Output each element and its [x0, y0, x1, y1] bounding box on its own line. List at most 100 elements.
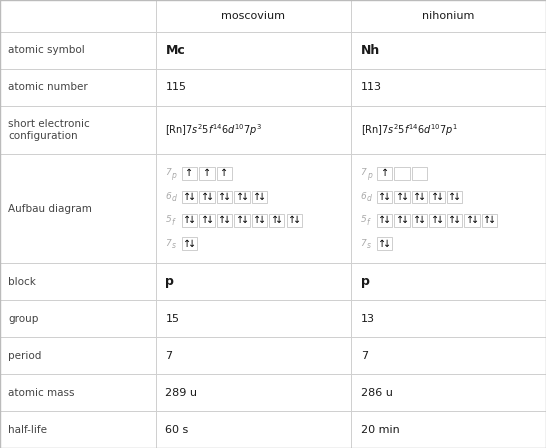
- Bar: [464, 214, 479, 227]
- Bar: [269, 214, 284, 227]
- Text: ↑: ↑: [483, 215, 491, 225]
- Text: ↑: ↑: [431, 192, 439, 202]
- Text: ↓: ↓: [401, 192, 409, 202]
- Text: 113: 113: [360, 82, 382, 92]
- Text: 6: 6: [165, 192, 171, 201]
- Text: ↓: ↓: [258, 215, 266, 225]
- Text: ↑: ↑: [221, 168, 228, 178]
- Text: ↓: ↓: [223, 192, 231, 202]
- Text: atomic mass: atomic mass: [8, 388, 75, 397]
- Text: ↓: ↓: [488, 215, 496, 225]
- Text: ↑: ↑: [378, 239, 387, 249]
- Text: 15: 15: [165, 314, 180, 323]
- Text: ↓: ↓: [418, 215, 426, 225]
- Text: ↓: ↓: [241, 215, 248, 225]
- Text: ↓: ↓: [453, 215, 461, 225]
- Text: ↑: ↑: [218, 192, 226, 202]
- Text: ↑: ↑: [218, 215, 226, 225]
- Text: ↓: ↓: [383, 239, 391, 249]
- Text: ↑: ↑: [448, 215, 456, 225]
- Bar: [377, 237, 392, 250]
- Text: 7: 7: [360, 168, 366, 177]
- Text: ↑: ↑: [413, 192, 422, 202]
- Text: ↑: ↑: [466, 215, 474, 225]
- Text: ↑: ↑: [183, 239, 191, 249]
- Text: ↑: ↑: [183, 215, 191, 225]
- Bar: [0, 411, 156, 448]
- Bar: [182, 167, 197, 180]
- Text: ↓: ↓: [241, 192, 248, 202]
- Text: nihonium: nihonium: [422, 11, 474, 21]
- Text: ↑: ↑: [378, 192, 387, 202]
- Text: d: d: [367, 194, 371, 203]
- Text: block: block: [8, 276, 36, 287]
- Text: ↑: ↑: [378, 215, 387, 225]
- Bar: [156, 374, 351, 411]
- Text: ↓: ↓: [276, 215, 283, 225]
- Bar: [156, 337, 351, 374]
- Bar: [182, 214, 197, 227]
- Text: ↓: ↓: [401, 215, 409, 225]
- Text: 289 u: 289 u: [165, 388, 198, 397]
- Text: ↓: ↓: [436, 192, 444, 202]
- Bar: [287, 214, 302, 227]
- Text: Aufbau diagram: Aufbau diagram: [8, 203, 92, 214]
- Text: s: s: [367, 241, 371, 250]
- Text: ↑: ↑: [201, 192, 209, 202]
- Text: ↑: ↑: [253, 192, 261, 202]
- Text: ↑: ↑: [431, 215, 439, 225]
- Bar: [156, 0, 351, 32]
- Text: ↑: ↑: [203, 168, 211, 178]
- Text: ↓: ↓: [383, 215, 391, 225]
- Bar: [199, 190, 215, 203]
- Text: Nh: Nh: [360, 44, 380, 57]
- Text: ↓: ↓: [418, 192, 426, 202]
- Bar: [351, 374, 546, 411]
- Text: 7: 7: [165, 168, 171, 177]
- Text: 5: 5: [360, 215, 366, 224]
- Bar: [199, 167, 215, 180]
- Bar: [429, 190, 444, 203]
- Text: ↑: ↑: [396, 192, 404, 202]
- Bar: [351, 263, 546, 300]
- Text: f: f: [367, 218, 369, 227]
- Bar: [234, 190, 250, 203]
- Text: $[\mathrm{Rn}]7s^{2}5f^{14}6d^{10}7p^{1}$: $[\mathrm{Rn}]7s^{2}5f^{14}6d^{10}7p^{1}…: [360, 122, 458, 138]
- Text: 5: 5: [165, 215, 171, 224]
- Text: $[\mathrm{Rn}]7s^{2}5f^{14}6d^{10}7p^{3}$: $[\mathrm{Rn}]7s^{2}5f^{14}6d^{10}7p^{3}…: [165, 122, 263, 138]
- Text: 7: 7: [360, 239, 366, 248]
- Text: short electronic
configuration: short electronic configuration: [8, 119, 90, 141]
- Bar: [482, 214, 497, 227]
- Text: ↑: ↑: [253, 215, 261, 225]
- Bar: [156, 154, 351, 263]
- Text: ↓: ↓: [383, 192, 391, 202]
- Text: moscovium: moscovium: [221, 11, 285, 21]
- Text: 13: 13: [360, 314, 375, 323]
- Text: ↑: ↑: [186, 168, 193, 178]
- Text: ↓: ↓: [188, 192, 196, 202]
- Bar: [0, 300, 156, 337]
- Text: ↑: ↑: [381, 168, 389, 178]
- Bar: [182, 190, 197, 203]
- Bar: [377, 190, 392, 203]
- Text: ↓: ↓: [258, 192, 266, 202]
- Bar: [156, 32, 351, 69]
- Bar: [0, 263, 156, 300]
- Text: s: s: [171, 241, 175, 250]
- Bar: [0, 337, 156, 374]
- Bar: [351, 300, 546, 337]
- Text: ↑: ↑: [413, 215, 422, 225]
- Bar: [0, 0, 156, 32]
- Bar: [447, 190, 462, 203]
- Text: ↓: ↓: [206, 215, 213, 225]
- Text: ↓: ↓: [453, 192, 461, 202]
- Bar: [412, 214, 427, 227]
- Bar: [394, 214, 410, 227]
- Text: 7: 7: [360, 350, 368, 361]
- Text: ↓: ↓: [188, 239, 196, 249]
- Text: atomic symbol: atomic symbol: [8, 45, 85, 56]
- Bar: [0, 32, 156, 69]
- Bar: [351, 154, 546, 263]
- Text: ↓: ↓: [223, 215, 231, 225]
- Bar: [351, 411, 546, 448]
